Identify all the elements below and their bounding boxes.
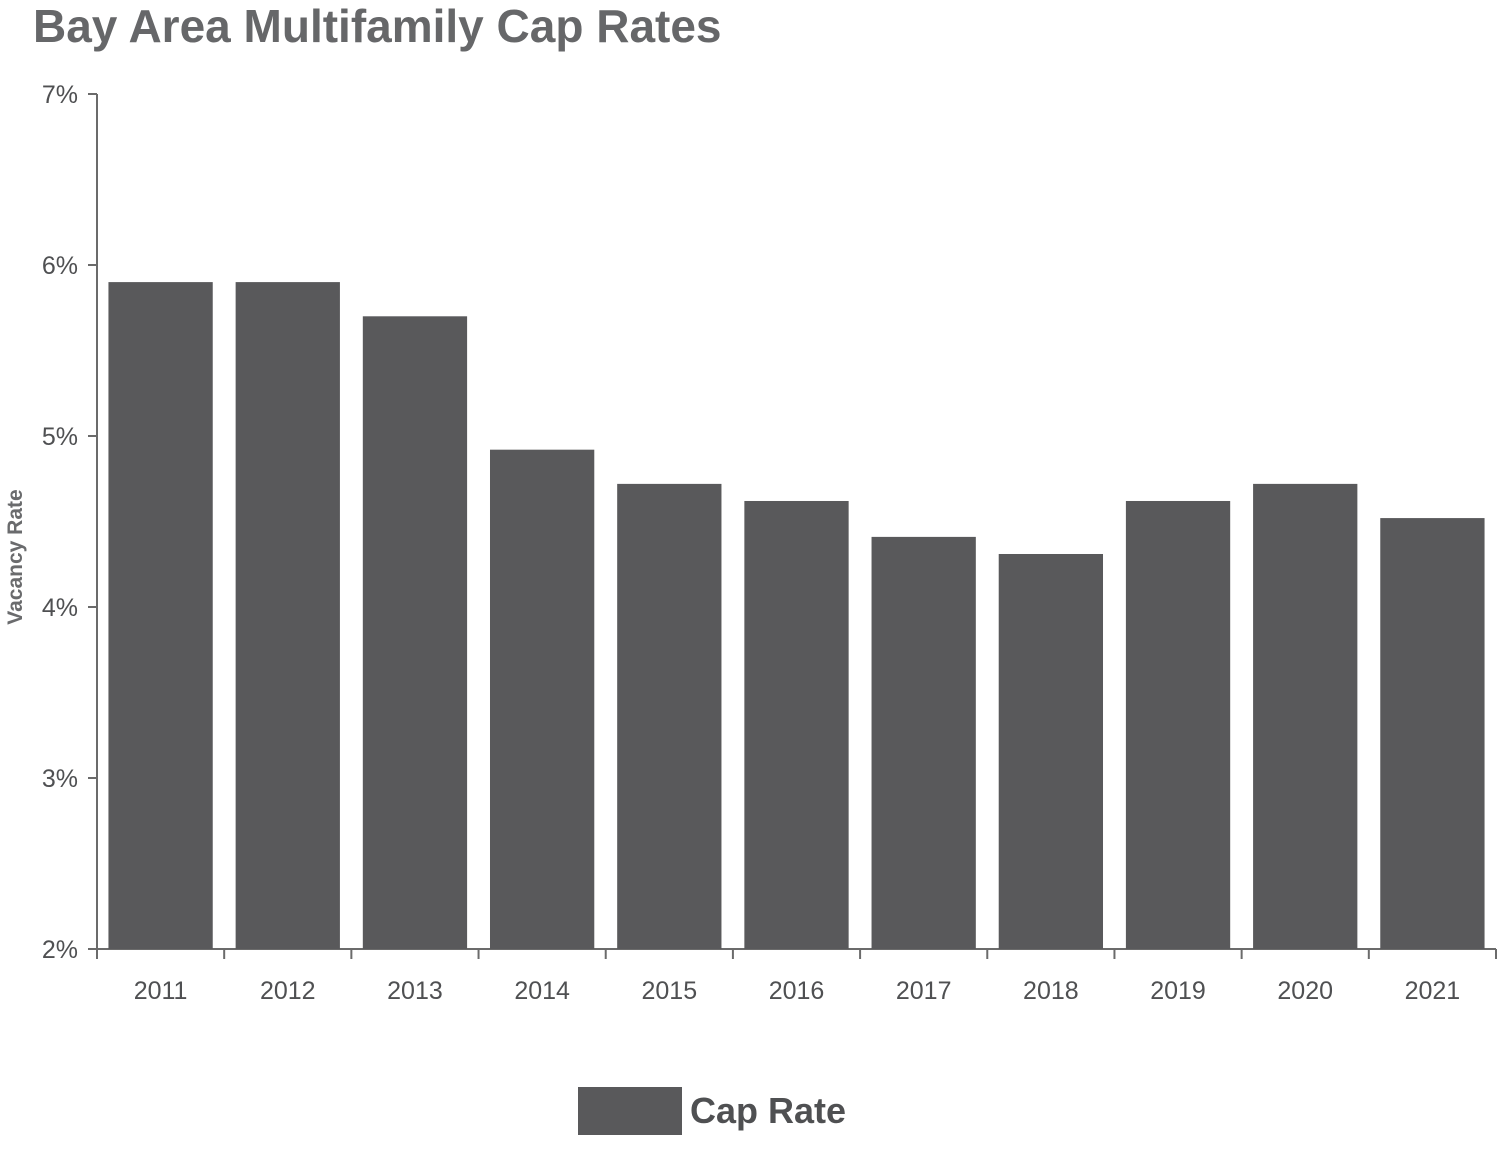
y-axis: 2% 3% 4% 5% 6% 7% bbox=[42, 81, 98, 964]
x-tick-label: 2016 bbox=[769, 977, 825, 1005]
x-tick-label: 2011 bbox=[134, 977, 188, 1005]
x-tick-label: 2018 bbox=[1023, 977, 1079, 1005]
bar-2015[interactable] bbox=[617, 483, 722, 949]
bar-2018[interactable] bbox=[998, 553, 1104, 949]
x-tick-label: 2014 bbox=[514, 977, 570, 1005]
chart-title: Bay Area Multifamily Cap Rates bbox=[33, 0, 722, 52]
legend[interactable]: Cap Rate bbox=[578, 1087, 846, 1135]
x-tick-label: 2019 bbox=[1150, 977, 1206, 1005]
bar-2016[interactable] bbox=[744, 500, 849, 949]
x-tick-label: 2020 bbox=[1277, 977, 1333, 1005]
bar-series bbox=[108, 282, 1485, 950]
y-tick-label: 7% bbox=[42, 81, 78, 109]
legend-swatch bbox=[578, 1087, 682, 1135]
y-tick-label: 5% bbox=[42, 423, 78, 451]
bar-2011[interactable] bbox=[108, 282, 213, 950]
x-tick-label: 2021 bbox=[1405, 977, 1461, 1005]
y-tick-label: 2% bbox=[42, 936, 78, 964]
bar-2019[interactable] bbox=[1125, 500, 1231, 949]
bar-2013[interactable] bbox=[362, 316, 468, 949]
bar-2020[interactable] bbox=[1253, 483, 1358, 949]
legend-label: Cap Rate bbox=[690, 1090, 846, 1131]
bar-2017[interactable] bbox=[871, 536, 976, 949]
x-tick-label: 2015 bbox=[642, 977, 698, 1005]
y-axis-label: Vacancy Rate bbox=[4, 489, 27, 624]
x-axis: 2011 2012 2013 2014 2015 2016 2017 2018 2019 2020… bbox=[96, 948, 1497, 1005]
y-tick-label: 3% bbox=[42, 765, 78, 793]
x-tick-label: 2013 bbox=[387, 977, 443, 1005]
bar-2014[interactable] bbox=[489, 449, 595, 949]
bar-2012[interactable] bbox=[235, 282, 340, 950]
bar-2021[interactable] bbox=[1380, 518, 1485, 949]
y-tick-label: 6% bbox=[42, 252, 78, 280]
y-tick-label: 4% bbox=[42, 594, 78, 622]
x-tick-label: 2017 bbox=[896, 977, 952, 1005]
x-tick-label: 2012 bbox=[260, 977, 316, 1005]
